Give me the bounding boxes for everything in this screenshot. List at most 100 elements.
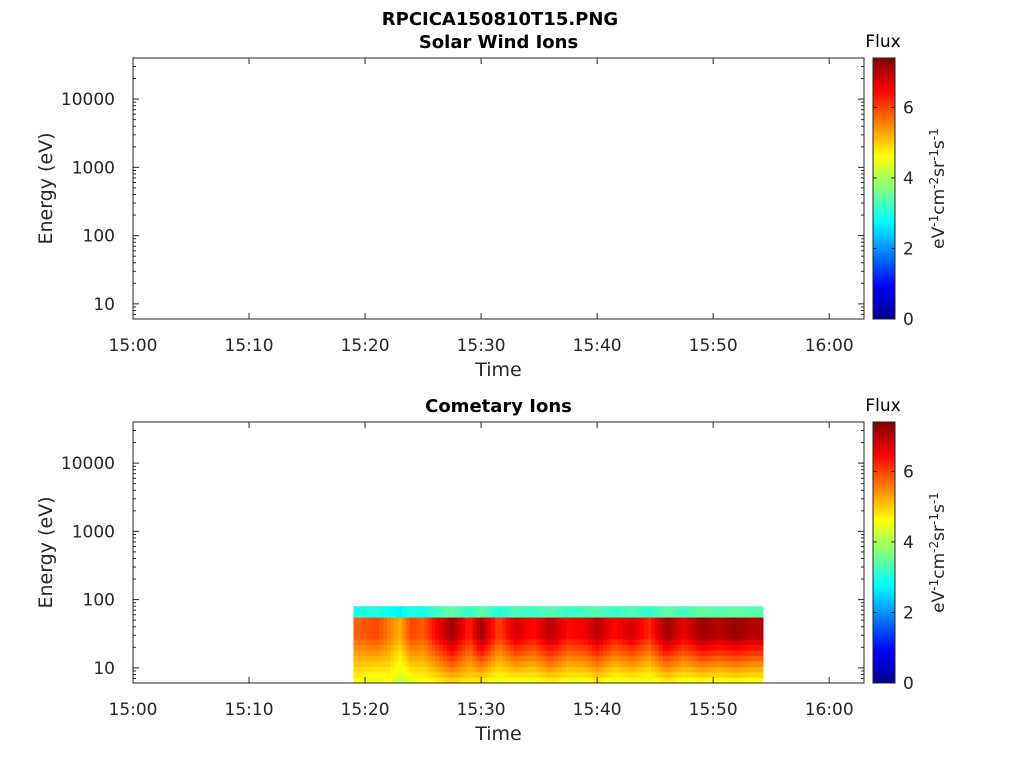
panel2-flux-cell <box>360 677 366 684</box>
panel2-flux-cell <box>409 672 414 678</box>
panel2-flux-cell <box>595 655 600 662</box>
panel2-flux-cell <box>584 639 589 645</box>
panel2-flux-cell <box>487 622 492 629</box>
panel2-flux-cell <box>733 655 738 662</box>
panel2-flux-cell <box>524 633 529 640</box>
panel2-flux-cell <box>677 672 682 678</box>
panel2-flux-cell <box>744 606 749 613</box>
panel2-flux-cell <box>707 650 712 656</box>
panel2-flux-cell <box>535 655 541 662</box>
panel2-flux-cell <box>610 655 615 662</box>
panel2-flux-cell <box>673 677 678 684</box>
panel2-flux-cell <box>383 650 388 656</box>
panel2-flux-cell <box>584 661 589 667</box>
panel2-flux-cell <box>759 677 764 684</box>
panel2-colorbar <box>872 421 896 684</box>
panel2-flux-cell <box>386 606 392 613</box>
panel2-flux-cell <box>699 650 704 656</box>
panel2-flux-cell <box>539 655 544 662</box>
panel2-flux-cell <box>431 677 436 684</box>
panel2-flux-cell <box>409 617 414 624</box>
panel2-flux-cell <box>699 644 704 651</box>
panel2-flux-cell <box>643 644 649 651</box>
panel2-flux-cell <box>450 611 455 618</box>
panel2-flux-cell <box>480 655 485 662</box>
panel2-flux-cell <box>576 639 581 645</box>
panel2-flux-cell <box>442 606 447 613</box>
panel2-flux-cell <box>710 655 716 662</box>
panel2-flux-cell <box>688 617 693 624</box>
panel2-flux-cell <box>539 628 544 635</box>
panel2-flux-cell <box>550 639 555 645</box>
panel2-flux-cell <box>439 633 444 640</box>
panel2-flux-cell <box>565 672 570 678</box>
panel2-flux-cell <box>710 622 716 629</box>
panel2-flux-cell <box>528 639 533 645</box>
panel2-flux-cell <box>662 672 667 678</box>
panel2-flux-cell <box>416 655 421 662</box>
unit-exponent: -1 <box>927 513 941 525</box>
panel2-flux-cell <box>427 628 433 635</box>
panel2-flux-cell <box>621 650 626 656</box>
panel2-flux-cell <box>707 611 712 618</box>
panel2-flux-cell <box>409 628 414 635</box>
panel2-flux-cell <box>353 644 358 651</box>
panel2-flux-cell <box>368 644 373 651</box>
panel2-flux-cell <box>383 677 388 684</box>
panel2-flux-cell <box>390 628 395 635</box>
panel2-flux-cell <box>427 644 433 651</box>
panel2-flux-cell <box>725 666 730 673</box>
panel2-flux-cell <box>658 677 663 684</box>
panel2-flux-cell <box>614 655 619 662</box>
panel2-flux-cell <box>372 661 377 667</box>
panel2-flux-cell <box>386 655 392 662</box>
panel2-flux-cell <box>554 644 559 651</box>
panel2-flux-cell <box>707 622 712 629</box>
panel2-flux-cell <box>476 655 481 662</box>
panel2-flux-cell <box>647 639 652 645</box>
panel2-flux-cell <box>435 672 440 678</box>
panel2-flux-cell <box>372 628 377 635</box>
panel2-flux-cell <box>517 639 522 645</box>
panel2-flux-cell <box>435 617 440 624</box>
panel2-flux-cell <box>435 661 440 667</box>
panel2-flux-cell <box>565 666 570 673</box>
panel2-flux-cell <box>632 633 637 640</box>
panel2-flux-cell <box>532 606 537 613</box>
panel2-flux-cell <box>401 655 406 662</box>
panel2-flux-cell <box>655 661 660 667</box>
panel2-flux-cell <box>677 677 682 684</box>
panel2-flux-cell <box>629 650 634 656</box>
panel2-flux-cell <box>595 672 600 678</box>
panel2-flux-cell <box>714 644 719 651</box>
panel2-flux-cell <box>405 611 410 618</box>
panel2-flux-cell <box>669 672 675 678</box>
panel2-flux-cell <box>461 666 466 673</box>
panel2-flux-cell <box>707 617 712 624</box>
panel2-flux-cell <box>424 617 429 624</box>
panel2-flux-cell <box>398 628 403 635</box>
panel2-flux-cell <box>643 661 649 667</box>
panel2-flux-cell <box>513 628 518 635</box>
panel2-flux-cell <box>468 633 474 640</box>
panel2-flux-cell <box>535 661 541 667</box>
panel2-flux-cell <box>677 617 682 624</box>
panel2-flux-cell <box>386 677 392 684</box>
panel2-flux-cell <box>476 672 481 678</box>
panel2-flux-cell <box>439 617 444 624</box>
panel2-flux-cell <box>502 677 507 684</box>
panel2-flux-cell <box>606 672 611 678</box>
panel2-flux-cell <box>509 644 514 651</box>
panel2-flux-cell <box>662 606 667 613</box>
panel2-flux-cell <box>416 639 421 645</box>
panel2-flux-cell <box>360 644 366 651</box>
panel2-flux-cell <box>662 639 667 645</box>
panel2-flux-cell <box>386 628 392 635</box>
panel2-flux-cell <box>390 677 395 684</box>
panel2-flux-cell <box>688 650 693 656</box>
panel2-flux-cell <box>416 611 421 618</box>
panel2-flux-cell <box>588 606 593 613</box>
panel2-flux-cell <box>483 611 488 618</box>
panel2-flux-cell <box>733 628 738 635</box>
panel2-flux-cell <box>413 666 418 673</box>
